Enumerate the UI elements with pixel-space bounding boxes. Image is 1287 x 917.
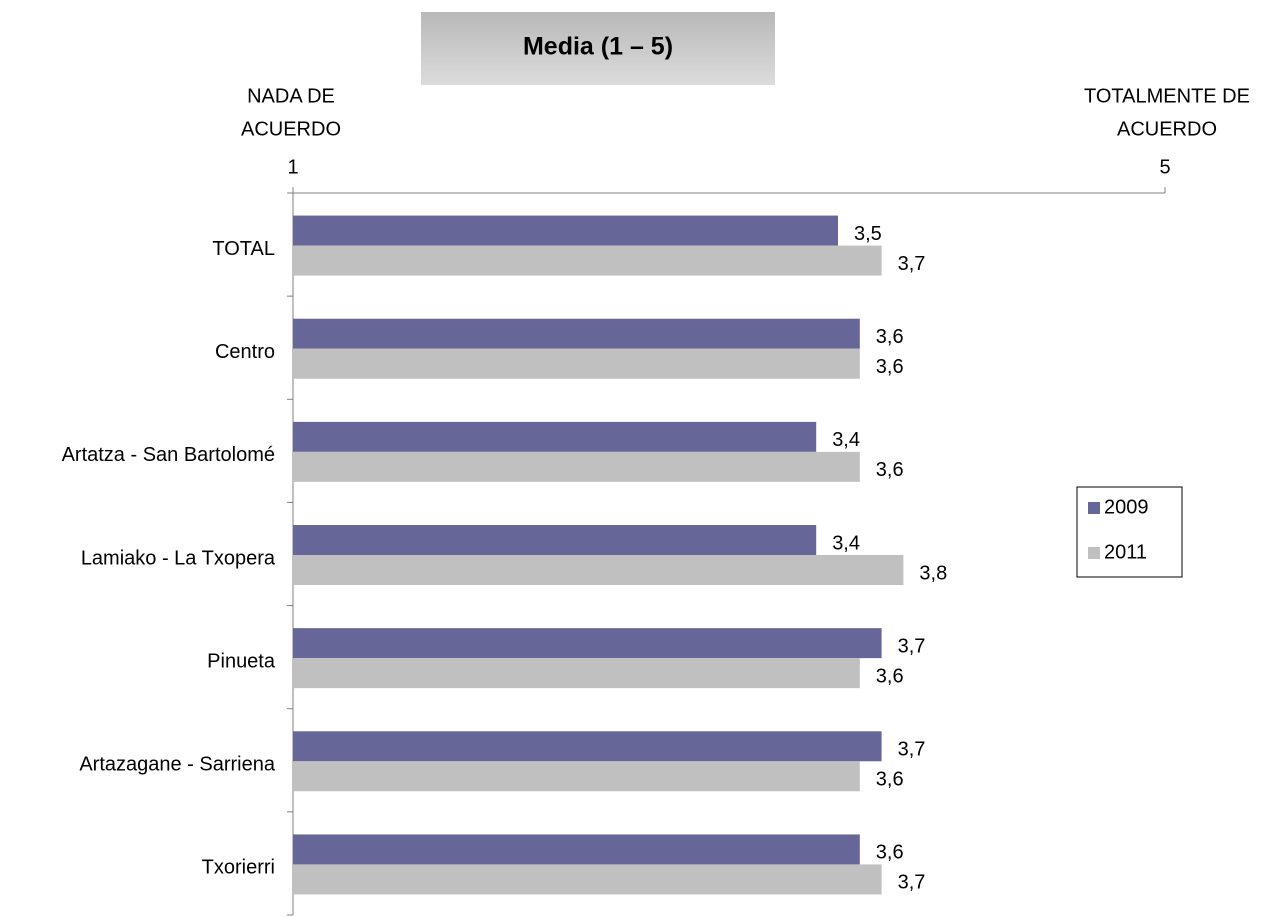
y-tick-label: Lamiako - La Txopera xyxy=(81,547,276,569)
data-label: 3,4 xyxy=(832,532,860,554)
data-label: 3,6 xyxy=(876,665,904,687)
bar xyxy=(293,525,817,555)
y-tick-label: Artazagane - Sarriena xyxy=(79,754,276,776)
bar xyxy=(293,348,860,379)
bar xyxy=(293,761,860,792)
axis-annotation: ACUERDO xyxy=(1117,118,1217,140)
y-tick-label: Centro xyxy=(215,341,275,363)
data-label: 3,8 xyxy=(919,562,947,584)
data-label: 3,6 xyxy=(876,356,904,378)
bar xyxy=(293,215,838,246)
data-label: 3,7 xyxy=(898,739,926,761)
bar xyxy=(293,658,860,689)
bar xyxy=(293,864,882,895)
y-tick-label: Pinueta xyxy=(207,650,276,672)
bar xyxy=(293,451,860,482)
data-label: 3,4 xyxy=(832,429,860,451)
y-tick-label: TOTAL xyxy=(212,238,275,260)
y-tick-label: Artatza - San Bartolomé xyxy=(62,444,275,466)
y-tick-label: Txorierri xyxy=(202,857,275,879)
bar xyxy=(293,245,882,276)
x-tick-label: 5 xyxy=(1159,156,1170,178)
legend-label: 2011 xyxy=(1104,541,1147,563)
data-label: 3,7 xyxy=(898,635,926,657)
data-label: 3,6 xyxy=(876,326,904,348)
data-label: 3,6 xyxy=(876,769,904,791)
bar xyxy=(293,731,882,762)
data-label: 3,7 xyxy=(898,872,926,894)
legend-swatch xyxy=(1088,502,1100,514)
bar xyxy=(293,318,860,349)
legend-label: 2009 xyxy=(1104,496,1149,518)
legend-swatch xyxy=(1088,547,1100,559)
title-box xyxy=(421,12,775,85)
bar xyxy=(293,555,904,585)
bar xyxy=(293,628,882,659)
bar xyxy=(293,834,860,865)
chart-title: Media (1 – 5) xyxy=(523,33,673,61)
data-label: 3,6 xyxy=(876,459,904,481)
bar xyxy=(293,421,817,452)
x-tick-label: 1 xyxy=(287,156,298,178)
axis-annotation: ACUERDO xyxy=(241,118,341,140)
data-label: 3,6 xyxy=(876,842,904,864)
data-label: 3,5 xyxy=(854,223,882,245)
axis-annotation: TOTALMENTE DE xyxy=(1084,85,1250,107)
axis-annotation: NADA DE xyxy=(247,85,335,107)
data-label: 3,7 xyxy=(898,253,926,275)
